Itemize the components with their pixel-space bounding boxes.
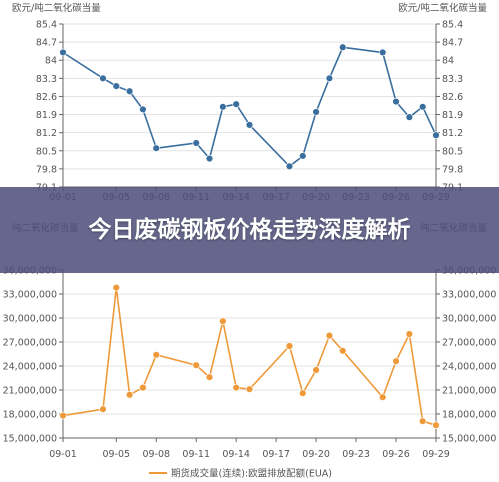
x-tick-label: 09-08 — [142, 449, 170, 460]
y-tick-label-right: 79.8 — [442, 164, 463, 175]
data-point — [232, 383, 240, 392]
left-axis-unit: 欧元/吨二氧化碳当量 — [12, 2, 101, 14]
y-tick-label-left: 79.8 — [36, 164, 57, 175]
data-point — [432, 131, 440, 139]
series-line — [62, 46, 437, 168]
y-tick-label-left: 84.7 — [36, 38, 57, 49]
data-point — [99, 74, 107, 83]
y-tick-label-left: 18,000,000 — [3, 410, 57, 421]
data-point — [192, 361, 200, 369]
x-tick-label: 09-01 — [49, 449, 77, 460]
data-point — [299, 152, 307, 160]
y-tick-label-right: 81.9 — [442, 110, 463, 121]
y-tick-label-left: 30,000,000 — [3, 314, 57, 325]
data-point — [418, 417, 427, 425]
data-point — [139, 383, 147, 392]
y-tick-label-left: 81.2 — [36, 128, 57, 139]
data-point — [379, 48, 387, 57]
y-tick-label-right: 24,000,000 — [442, 362, 496, 373]
y-tick-label-right: 27,000,000 — [442, 338, 496, 349]
x-tick-label: 09-29 — [422, 449, 450, 460]
data-point — [139, 105, 147, 114]
data-point — [99, 405, 107, 413]
y-tick-label-right: 84 — [442, 56, 454, 67]
data-point — [285, 342, 294, 350]
data-point — [312, 366, 320, 374]
data-point — [405, 330, 414, 338]
y-tick-label-right: 15,000,000 — [442, 434, 496, 445]
y-tick-label-left: 15,000,000 — [3, 434, 57, 445]
x-tick-label: 09-05 — [102, 449, 130, 460]
data-point — [219, 317, 227, 325]
x-tick-label: 09-11 — [182, 449, 210, 460]
data-point — [125, 391, 134, 399]
x-tick-label: 09-17 — [262, 449, 290, 460]
y-tick-label-left: 81.9 — [36, 110, 57, 121]
data-point — [325, 74, 334, 83]
y-tick-label-right: 80.5 — [442, 146, 463, 157]
y-tick-label-right: 84.7 — [442, 38, 463, 49]
data-point — [418, 103, 427, 111]
title-banner: 今日废碳钢板价格走势深度解析 — [0, 187, 499, 273]
data-point — [245, 385, 254, 393]
y-tick-label-left: 83.3 — [36, 74, 57, 85]
data-point — [152, 351, 160, 359]
y-tick-label-left: 84 — [45, 56, 57, 67]
data-point — [379, 393, 387, 401]
data-point — [285, 162, 294, 171]
data-point — [125, 87, 134, 95]
right-axis-unit: 欧元/吨二氧化碳当量 — [398, 2, 487, 14]
data-point — [432, 421, 440, 429]
y-tick-label-right: 83.3 — [442, 74, 463, 85]
x-tick-label: 09-26 — [382, 449, 410, 460]
data-point — [325, 331, 334, 340]
data-point — [205, 154, 214, 163]
y-tick-label-left: 27,000,000 — [3, 338, 57, 349]
y-tick-label-left: 82.6 — [36, 92, 57, 103]
x-tick-label: 09-20 — [302, 449, 330, 460]
data-point — [392, 97, 400, 106]
series-line — [62, 287, 437, 426]
data-point — [112, 82, 120, 90]
legend-label: 期货成交量(连续):欧盟排放配额(EUA) — [171, 468, 332, 480]
data-point — [339, 43, 347, 51]
data-point — [232, 100, 240, 108]
y-tick-label-right: 81.2 — [442, 128, 463, 139]
data-point — [339, 347, 347, 355]
y-tick-label-right: 30,000,000 — [442, 314, 496, 325]
y-tick-label-left: 33,000,000 — [3, 290, 57, 301]
x-tick-label: 09-14 — [222, 449, 250, 460]
y-tick-label-right: 82.6 — [442, 92, 463, 103]
data-point — [299, 389, 307, 397]
data-point — [59, 48, 67, 57]
data-point — [112, 283, 120, 292]
data-point — [312, 108, 320, 116]
y-tick-label-right: 18,000,000 — [442, 410, 496, 421]
data-point — [152, 144, 160, 152]
page-title: 今日废碳钢板价格走势深度解析 — [88, 217, 411, 243]
y-tick-label-right: 85.4 — [442, 20, 463, 31]
data-point — [59, 411, 67, 420]
data-point — [205, 373, 214, 381]
data-point — [405, 113, 414, 121]
y-tick-label-left: 21,000,000 — [3, 386, 57, 397]
x-tick-label: 09-23 — [342, 449, 370, 460]
data-point — [219, 103, 227, 111]
data-point — [392, 357, 400, 365]
y-tick-label-right: 21,000,000 — [442, 386, 496, 397]
y-tick-label-right: 33,000,000 — [442, 290, 496, 301]
y-tick-label-left: 80.5 — [36, 146, 57, 157]
y-tick-label-left: 85.4 — [36, 20, 57, 31]
data-point — [245, 121, 254, 129]
y-tick-label-left: 24,000,000 — [3, 362, 57, 373]
data-point — [192, 139, 200, 147]
